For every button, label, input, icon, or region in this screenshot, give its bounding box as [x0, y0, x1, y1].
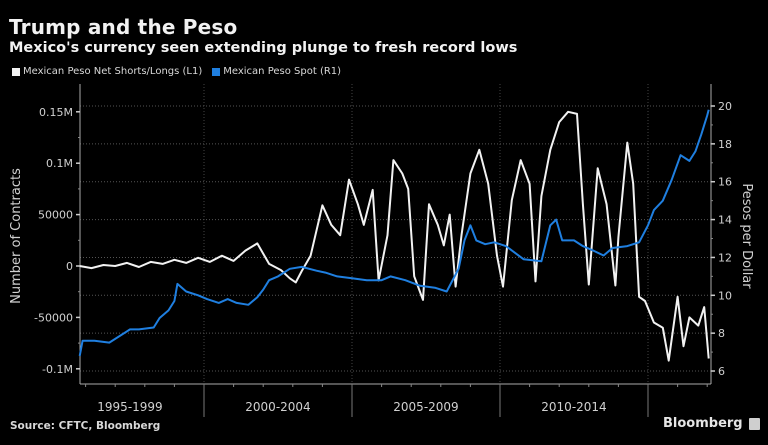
series-line-net-shorts-longs: [79, 110, 710, 362]
left-tick-label: 50000: [38, 209, 73, 222]
x-category-label: 1995-1999: [97, 400, 162, 414]
legend-swatch-white: [12, 67, 20, 76]
brand-label: Bloomberg: [663, 416, 743, 431]
legend: Mexican Peso Net Shorts/Longs (L1) Mexic…: [12, 66, 351, 77]
right-tick-label: 18: [718, 138, 732, 151]
gridlines: [80, 84, 711, 384]
axis-labels: -0.1M -50000 0 50000 0.1M 0.15M 6 8 10 12 14 16 18 20…: [9, 100, 754, 414]
right-tick-label: 12: [718, 251, 732, 264]
x-category-label: 2005-2009: [393, 400, 458, 414]
source-note: Source: CFTC, Bloomberg: [10, 420, 161, 432]
axes: [76, 84, 715, 417]
right-tick-label: 10: [718, 289, 732, 302]
legend-item-net-shorts-longs: Mexican Peso Net Shorts/Longs (L1): [12, 66, 202, 77]
left-tick-label: 0.15M: [39, 106, 73, 119]
legend-item-peso-spot: Mexican Peso Spot (R1): [212, 66, 341, 77]
chart-title: Trump and the Peso: [9, 15, 238, 39]
x-category-label: 2010-2014: [541, 400, 606, 414]
left-tick-label: -0.1M: [42, 363, 73, 376]
series-line-peso-spot: [78, 109, 710, 357]
right-axis-title: Pesos per Dollar: [739, 183, 754, 289]
left-axis-title: Number of Contracts: [9, 168, 24, 304]
right-tick-label: 8: [718, 327, 725, 340]
right-tick-label: 6: [718, 365, 725, 378]
legend-swatch-blue: [212, 67, 221, 76]
legend-label: Mexican Peso Spot (R1): [223, 66, 342, 77]
legend-label: Mexican Peso Net Shorts/Longs (L1): [23, 66, 203, 77]
chart-subtitle: Mexico's currency seen extending plunge …: [9, 40, 518, 56]
bloomberg-logo-icon: [748, 417, 760, 430]
x-category-label: 2000-2004: [245, 400, 310, 414]
right-tick-label: 16: [718, 176, 732, 189]
right-tick-label: 14: [718, 214, 732, 227]
series-lines: [78, 109, 710, 362]
left-tick-label: -50000: [34, 311, 73, 324]
left-tick-label: 0: [66, 260, 73, 273]
bloomberg-brand: Bloomberg: [663, 416, 760, 431]
right-tick-label: 20: [718, 100, 732, 113]
left-tick-label: 0.1M: [46, 157, 73, 170]
